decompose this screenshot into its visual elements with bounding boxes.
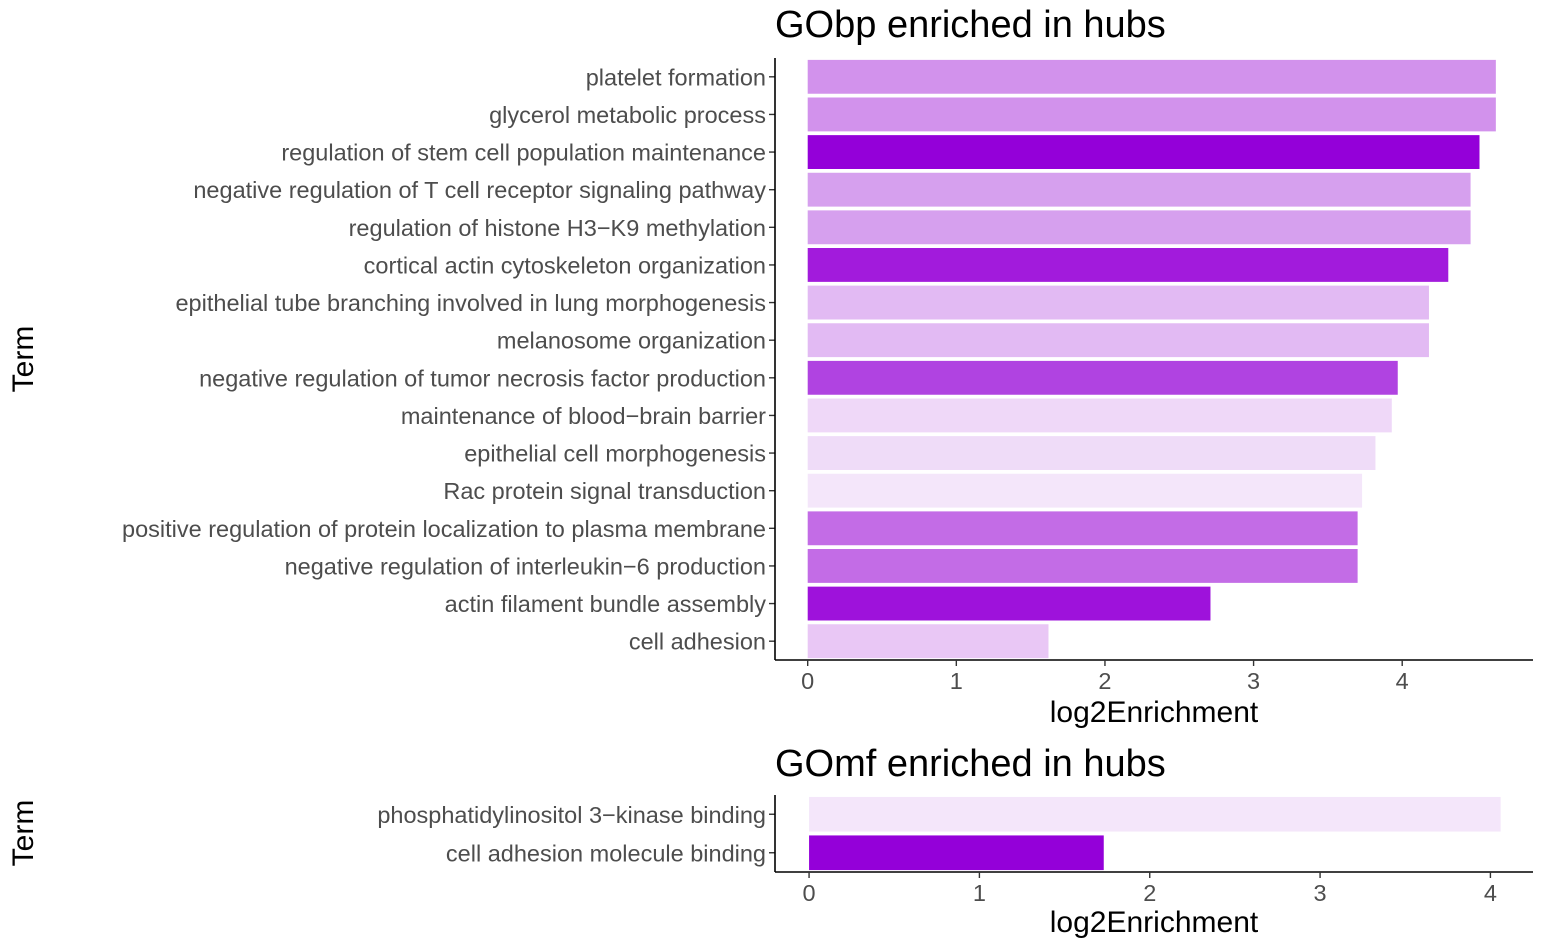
panel-bp: GObp enriched in hubs platelet formation g… [7,4,1533,729]
bp-bar-13 [807,549,1358,583]
mf-chart-title: GOmf enriched in hubs [775,743,1166,785]
bp-ytick-label-11: Rac protein signal transduction [443,478,766,504]
bp-ytick-label-9: maintenance of blood−brain barrier [401,403,766,429]
mf-bar-0 [809,796,1501,832]
bp-bar-15 [807,624,1049,659]
bp-bar-5 [807,248,1449,282]
mf-xtick-label-1: 1 [973,880,986,906]
bp-ytick-label-3: negative regulation of T cell receptor s… [193,177,766,203]
bp-xtick-label-2: 2 [1098,668,1111,694]
bp-bar-12 [807,511,1358,546]
bp-bar-10 [807,436,1376,470]
bp-bar-9 [807,398,1392,433]
bp-xtick-label-0: 0 [801,668,814,694]
bp-x-axis-title: log2Enrichment [1050,696,1259,729]
bp-ytick-label-15: cell adhesion [629,629,766,655]
mf-x-axis-title: log2Enrichment [1050,906,1259,939]
mf-ytick-label-1: cell adhesion molecule binding [446,840,766,866]
bp-bar-0 [807,59,1496,94]
bp-ytick-label-6: epithelial tube branching involved in lu… [175,290,766,316]
bp-ytick-label-12: positive regulation of protein localizat… [122,516,766,542]
bp-bar-7 [807,323,1429,358]
bp-ytick-label-10: epithelial cell morphogenesis [464,441,766,467]
bp-chart-title: GObp enriched in hubs [775,4,1166,46]
mf-y-axis-title: Term [7,800,40,867]
bp-xtick-label-4: 4 [1396,668,1409,694]
bp-ytick-label-14: actin filament bundle assembly [445,591,767,617]
bp-bar-3 [807,172,1471,207]
bp-bar-11 [807,473,1363,508]
bp-ytick-label-0: platelet formation [586,64,766,90]
panel-mf: GOmf enriched in hubs phosphatidylinosito… [7,743,1533,939]
bp-bar-1 [807,97,1496,132]
bp-ytick-label-13: negative regulation of interleukin−6 pro… [285,553,766,579]
mf-xtick-label-4: 4 [1484,880,1497,906]
bp-bar-2 [807,135,1480,169]
bp-ytick-label-8: negative regulation of tumor necrosis fa… [199,365,766,391]
mf-bar-1 [809,835,1104,871]
bp-xtick-label-3: 3 [1247,668,1260,694]
bp-ytick-label-2: regulation of stem cell population maint… [281,140,766,166]
mf-xtick-label-2: 2 [1143,880,1156,906]
mf-xtick-label-0: 0 [803,880,816,906]
bp-ytick-label-4: regulation of histone H3−K9 methylation [349,215,766,241]
bp-xtick-label-1: 1 [950,668,963,694]
mf-ytick-label-0: phosphatidylinositol 3−kinase binding [377,802,766,828]
bp-ytick-label-7: melanosome organization [497,328,766,354]
bp-bar-4 [807,210,1471,245]
bp-bar-6 [807,285,1429,320]
mf-xtick-label-3: 3 [1314,880,1327,906]
bp-bar-8 [807,360,1398,395]
bp-bar-14 [807,586,1211,621]
bp-ytick-label-1: glycerol metabolic process [489,102,766,128]
bp-ytick-label-5: cortical actin cytoskeleton organization [364,252,766,278]
bp-y-axis-title: Term [7,326,40,393]
